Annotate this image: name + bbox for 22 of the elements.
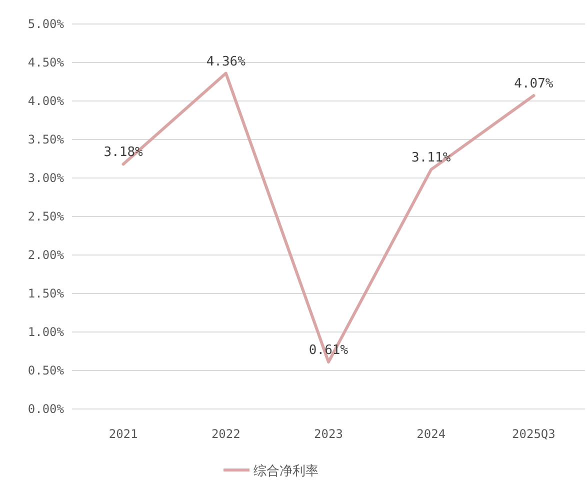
text: 0.61%	[308, 343, 348, 358]
text: 3.18%	[104, 145, 143, 160]
y-tick-label: 4.50%	[28, 56, 65, 70]
y-tick-label: 2.50%	[28, 210, 65, 224]
y-tick-label: 1.50%	[28, 286, 65, 300]
text: 4.36%	[206, 54, 246, 70]
text: 4.07%	[514, 76, 554, 92]
y-tick-label: 1.00%	[28, 325, 65, 339]
y-tick-label: 0.50%	[28, 364, 65, 378]
y-tick-label: 5.00%	[28, 17, 65, 31]
y-tick-label: 4.00%	[28, 94, 65, 108]
text: 3.11%	[412, 150, 451, 166]
x-tick-label: 2025Q3	[512, 427, 556, 441]
y-tick-label: 0.00%	[28, 402, 65, 416]
legend-label: 综合净利率	[254, 463, 318, 479]
x-tick-label: 2022	[211, 427, 240, 441]
x-tick-label: 2024	[416, 427, 446, 441]
x-tick-label: 2023	[314, 427, 343, 441]
x-tick-label: 2021	[108, 427, 138, 441]
y-tick-label: 2.00%	[28, 248, 65, 262]
y-tick-label: 3.00%	[28, 171, 65, 185]
y-tick-label: 3.50%	[28, 132, 65, 146]
